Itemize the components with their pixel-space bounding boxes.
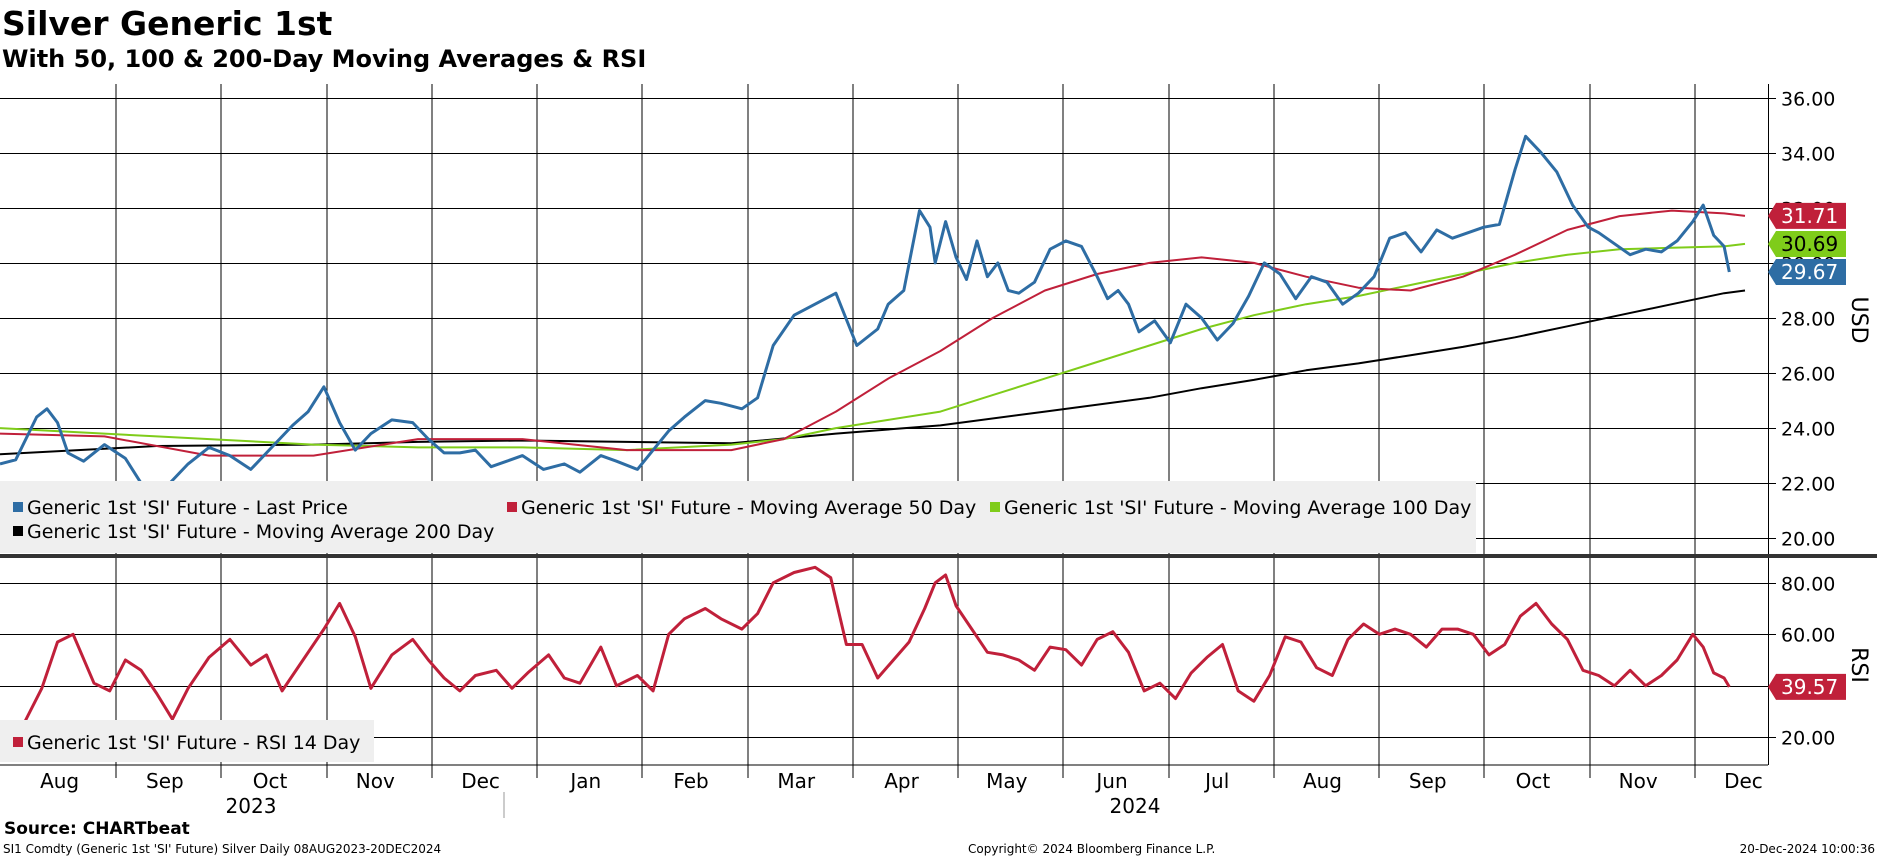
ma200-line	[0, 289, 1746, 456]
legend-rsi-label: Generic 1st 'SI' Future - RSI 14 Day	[27, 732, 360, 754]
price-last-tag-bg	[1768, 259, 1846, 286]
x-month-label: Oct	[1516, 769, 1551, 793]
y-tick-label: 80.00	[1781, 574, 1835, 596]
last-price-line	[0, 134, 1731, 502]
y-tick-label: 24.00	[1781, 419, 1835, 441]
y-tick-label: 34.00	[1781, 144, 1835, 166]
ma50-line	[0, 209, 1746, 457]
ma100-last-tag-bg	[1768, 230, 1846, 257]
chart-title: Silver Generic 1st	[2, 4, 333, 43]
rsi-legend	[0, 720, 374, 762]
x-month-label: Nov	[356, 769, 395, 793]
legend-ma50-swatch	[507, 502, 517, 512]
x-month-label: Jan	[568, 769, 601, 793]
ma50-last-tag-text: 31.71	[1781, 204, 1838, 228]
rsi-last-tag: 39.57	[1768, 673, 1846, 700]
x-year-label: 2024	[1110, 794, 1161, 818]
x-month-label: Aug	[40, 769, 79, 793]
x-month-label: Apr	[884, 769, 919, 793]
x-month-label: Sep	[146, 769, 184, 793]
x-month-label: Feb	[673, 769, 708, 793]
rsi-line	[0, 565, 1731, 731]
x-month-label: Dec	[1724, 769, 1763, 793]
x-month-label: Jun	[1094, 769, 1127, 793]
price-legend	[0, 481, 1476, 553]
price-last-tag: 29.67	[1768, 259, 1846, 286]
source-note: Source: CHARTbeat	[4, 819, 190, 839]
y-tick-label: 20.00	[1781, 529, 1835, 551]
chart-subtitle: With 50, 100 & 200-Day Moving Averages &…	[2, 45, 647, 73]
legend-last-price-label: Generic 1st 'SI' Future - Last Price	[27, 497, 348, 519]
x-month-label: Sep	[1409, 769, 1447, 793]
x-year-label: 2023	[226, 794, 277, 818]
legend-ma200-swatch	[13, 526, 23, 536]
legend-ma100-swatch	[990, 502, 1000, 512]
legend-ma50-label: Generic 1st 'SI' Future - Moving Average…	[521, 497, 976, 519]
y-tick-label: 20.00	[1781, 728, 1835, 750]
legend-ma200-label: Generic 1st 'SI' Future - Moving Average…	[27, 521, 494, 543]
x-month-label: Nov	[1619, 769, 1658, 793]
x-month-label: Oct	[253, 769, 288, 793]
price-last-tag-text: 29.67	[1781, 260, 1838, 284]
legend-last-price-swatch	[13, 502, 23, 512]
ma50-last-tag-bg	[1768, 202, 1846, 229]
ma100-last-tag: 30.69	[1768, 230, 1846, 257]
x-month-label: Aug	[1303, 769, 1342, 793]
legend-rsi-swatch	[13, 737, 23, 747]
y-tick-label: 22.00	[1781, 474, 1835, 496]
x-month-label: Jul	[1203, 769, 1229, 793]
y-tick-label: 28.00	[1781, 309, 1835, 331]
y-tick-label: 26.00	[1781, 364, 1835, 386]
y-axis-title: USD	[1846, 296, 1871, 343]
ma100-last-tag-text: 30.69	[1781, 232, 1838, 256]
ticker-info: SI1 Comdty (Generic 1st 'SI' Future) Sil…	[3, 842, 442, 856]
x-month-label: May	[986, 769, 1028, 793]
rsi-axis-title: RSI	[1846, 647, 1871, 683]
x-month-label: Mar	[777, 769, 816, 793]
rsi-last-tag-bg	[1768, 673, 1846, 700]
ma50-last-tag: 31.71	[1768, 202, 1846, 229]
x-month-label: Dec	[461, 769, 500, 793]
legend-ma100-label: Generic 1st 'SI' Future - Moving Average…	[1004, 497, 1471, 519]
copyright: Copyright© 2024 Bloomberg Finance L.P.	[968, 842, 1216, 856]
timestamp: 20-Dec-2024 10:00:36	[1739, 842, 1875, 856]
y-tick-label: 36.00	[1781, 89, 1835, 111]
rsi-last-tag-text: 39.57	[1781, 675, 1838, 699]
y-tick-label: 60.00	[1781, 625, 1835, 647]
ma100-line	[0, 242, 1746, 452]
